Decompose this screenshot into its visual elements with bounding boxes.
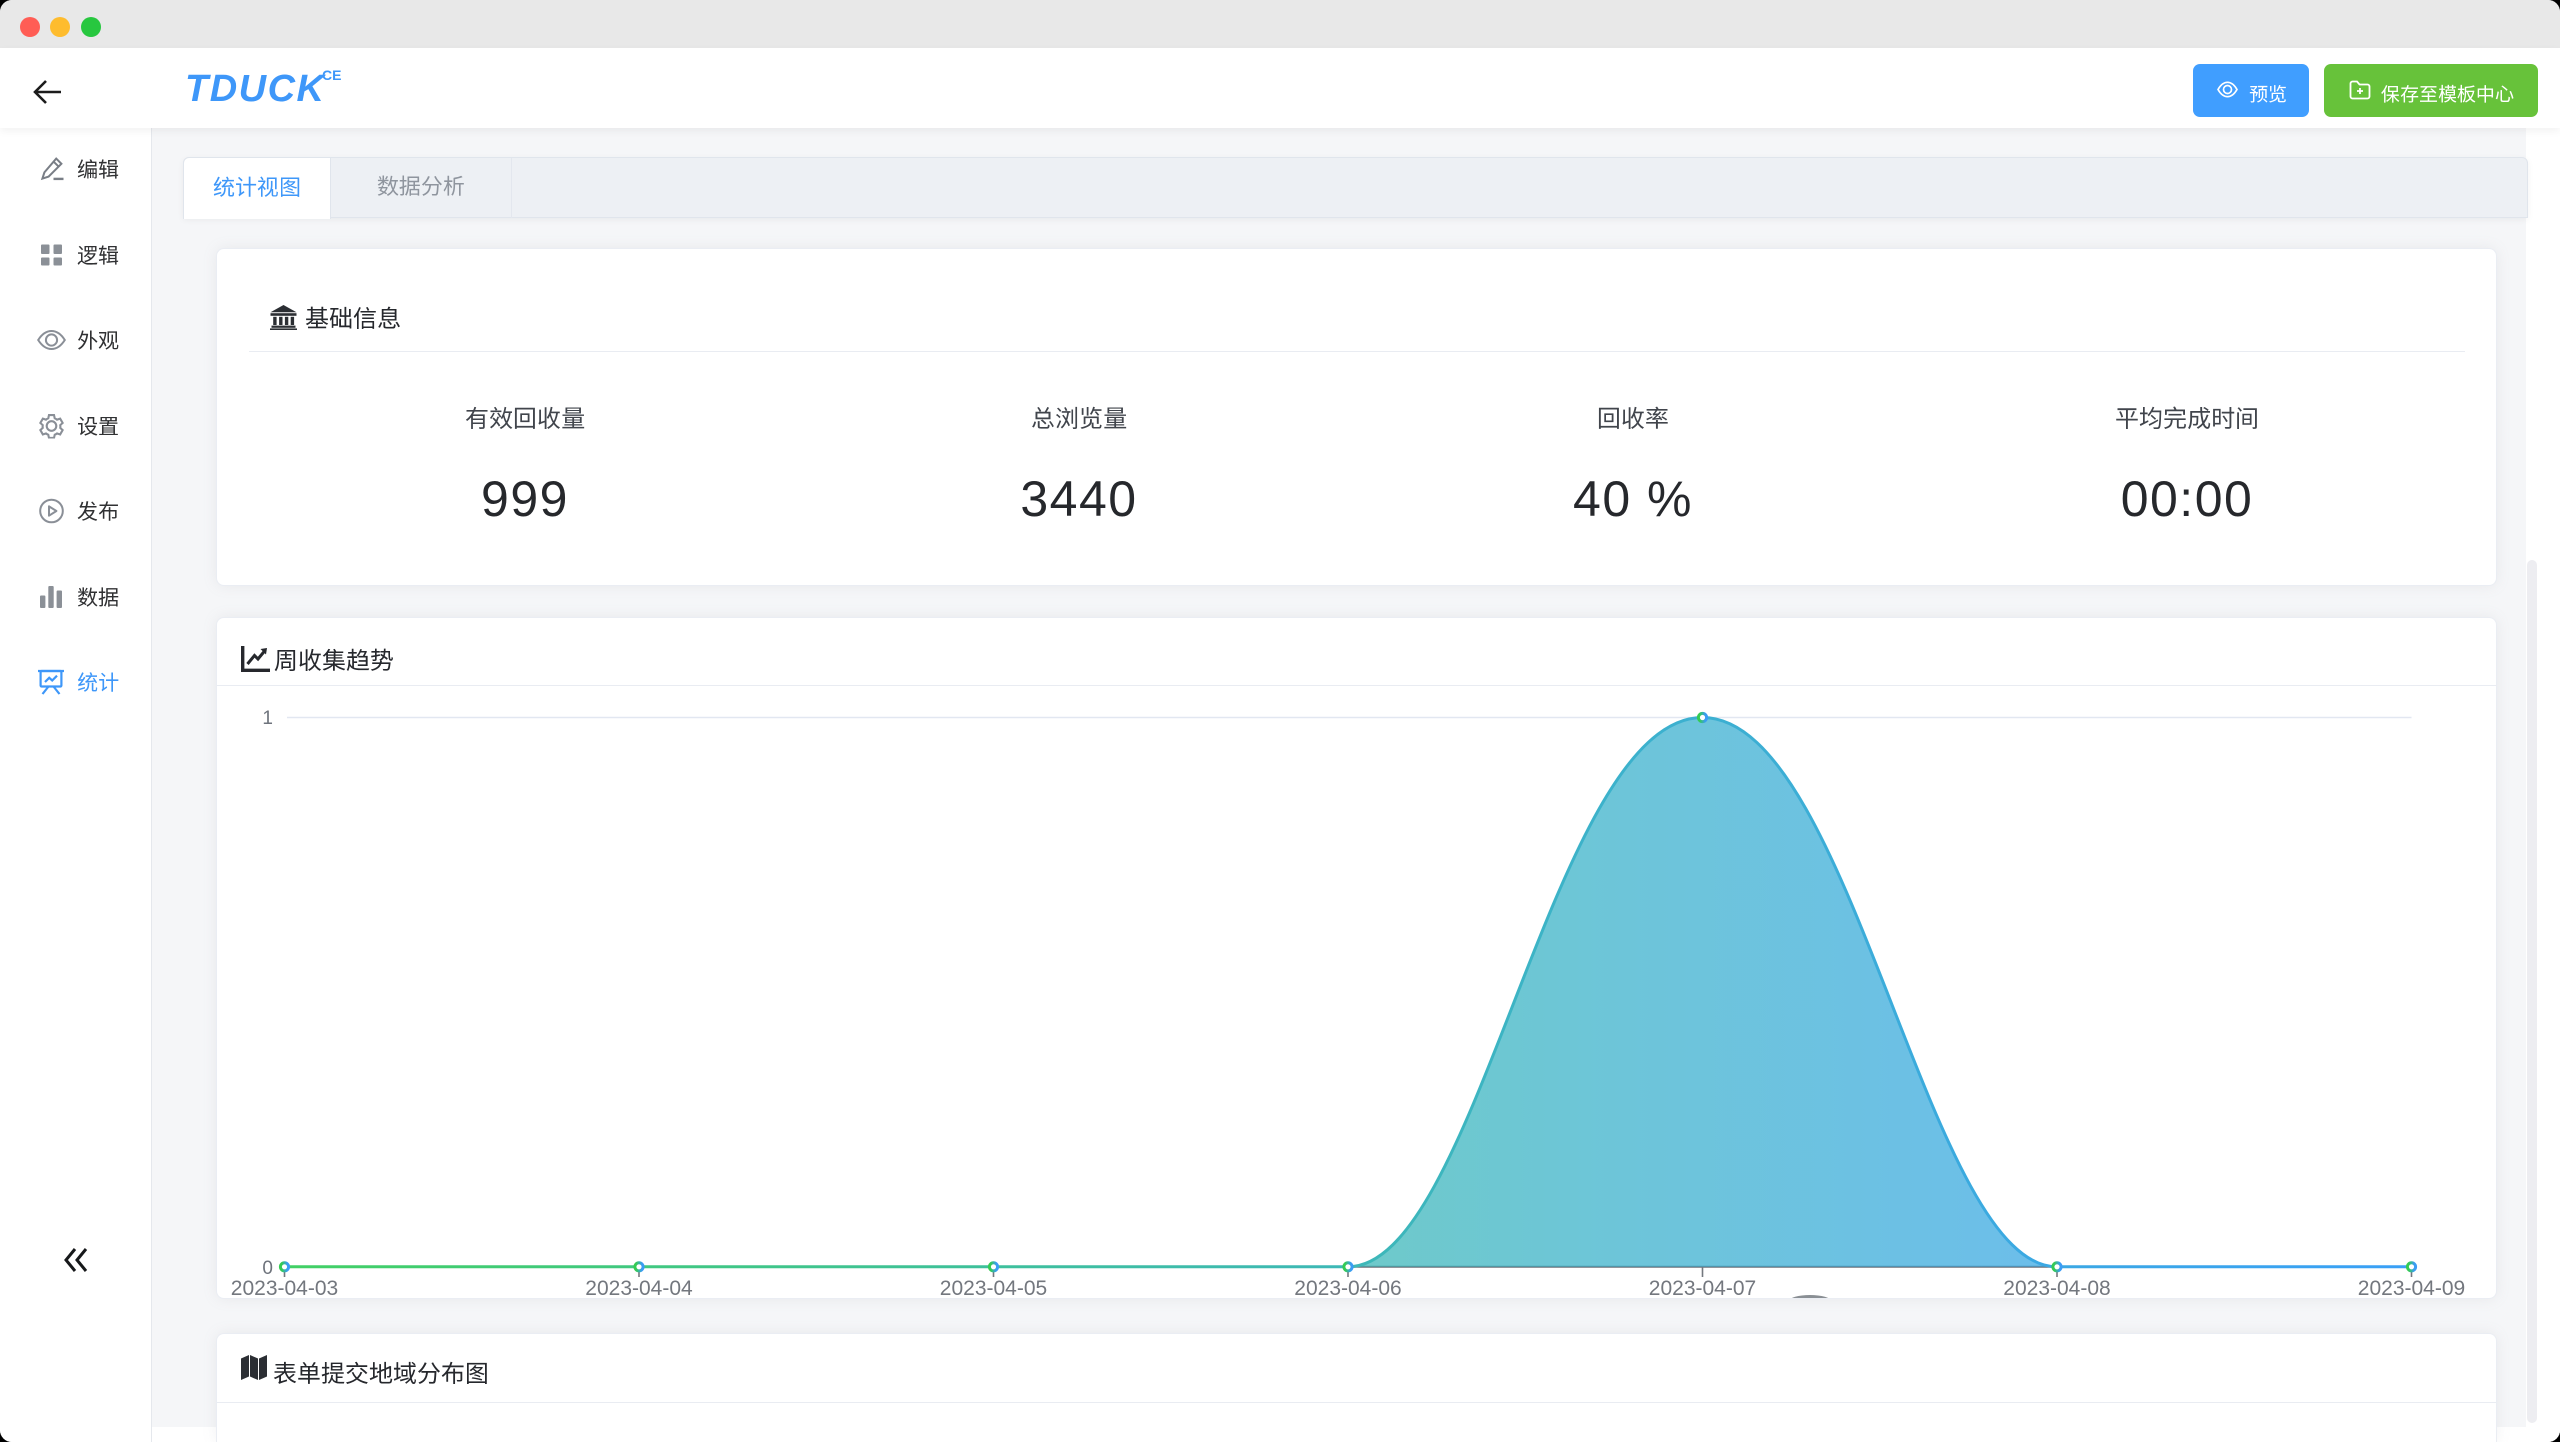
svg-text:2023-04-03: 2023-04-03	[231, 1277, 338, 1299]
svg-text:2023-04-08: 2023-04-08	[2003, 1277, 2110, 1299]
svg-text:2023-04-09: 2023-04-09	[2358, 1277, 2465, 1299]
svg-text:2023-04-07: 2023-04-07	[1649, 1277, 1756, 1299]
svg-text:0: 0	[262, 1258, 273, 1279]
svg-text:2023-04-06: 2023-04-06	[1294, 1277, 1401, 1299]
svg-text:1: 1	[262, 708, 273, 729]
svg-text:2023-04-04: 2023-04-04	[585, 1277, 693, 1299]
svg-text:2023-04-05: 2023-04-05	[940, 1277, 1047, 1299]
